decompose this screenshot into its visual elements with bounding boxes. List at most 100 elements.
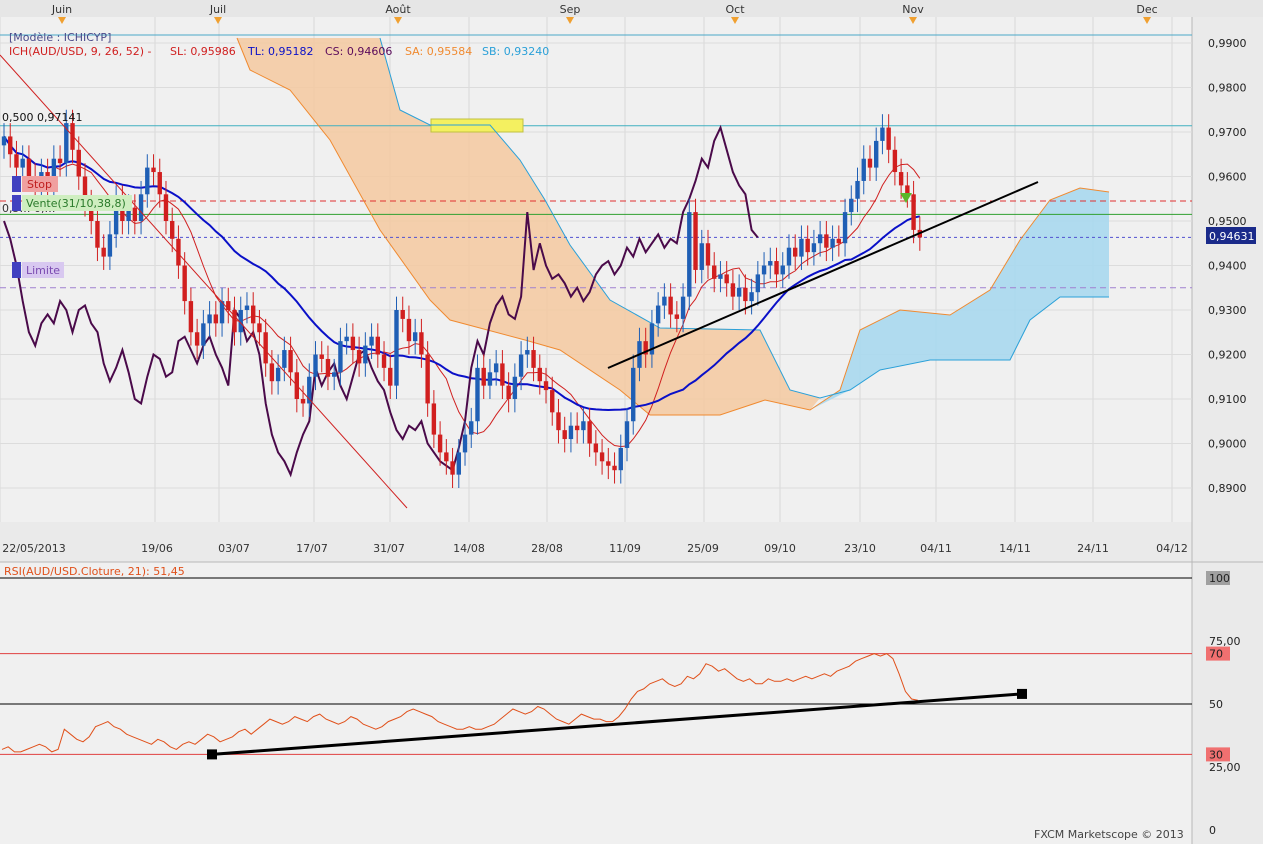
candle-body [325, 358, 331, 377]
candle-body [612, 465, 617, 471]
candle-body [730, 283, 736, 297]
cs-value: CS: 0,94606 [325, 45, 392, 58]
candle-body [855, 180, 860, 199]
candle-body [618, 447, 623, 471]
sl-value: SL: 0,95986 [170, 45, 236, 58]
candle-body [861, 158, 866, 181]
candle-body [512, 376, 518, 399]
candle-body [581, 421, 586, 431]
rsi-tick-box [1206, 747, 1230, 762]
candle-body [89, 203, 94, 221]
candle-body [624, 421, 630, 448]
candle-body [207, 314, 212, 324]
candle-body [269, 363, 275, 382]
date-tick-label: 25/09 [687, 542, 719, 555]
candle-body [705, 243, 711, 266]
downtrend-line [0, 54, 408, 509]
month-marker [214, 17, 222, 24]
candle-body [892, 149, 898, 173]
candle-body [182, 265, 187, 302]
candle-body [898, 172, 904, 186]
candle-body [176, 238, 181, 266]
date-tick-label: 14/11 [999, 542, 1031, 555]
indicator-name: ICH(AUD/USD, 9, 26, 52) - [9, 45, 152, 58]
price-tick-label: 0,8900 [1208, 482, 1247, 495]
stop-marker[interactable] [12, 176, 21, 192]
candle-body [699, 243, 704, 270]
tl-value: TL: 0,95182 [247, 45, 314, 58]
candle-body [749, 292, 754, 302]
date-tick-label: 22/05/2013 [2, 542, 65, 555]
candle-body [680, 296, 686, 319]
candle-body [444, 452, 449, 462]
candle-body [830, 238, 835, 248]
candle-body [406, 318, 412, 342]
candle-body [668, 296, 673, 315]
candle-body [113, 198, 119, 235]
candle-body [911, 194, 916, 230]
candle-body [381, 354, 387, 368]
candle-body [157, 172, 162, 195]
stop-tag[interactable] [22, 176, 58, 192]
month-marker [58, 17, 66, 24]
candle-body [649, 323, 655, 355]
month-marker [731, 17, 739, 24]
credit-label: FXCM Marketscope © 2013 [1034, 828, 1184, 841]
candle-body [307, 376, 312, 404]
candle-body [475, 367, 480, 422]
limit-marker[interactable] [12, 262, 21, 278]
rsi-tick-label: 50 [1209, 698, 1223, 711]
month-label: Dec [1136, 3, 1157, 16]
date-tick-label: 31/07 [373, 542, 405, 555]
price-tick-label: 0,9200 [1208, 349, 1247, 362]
price-tick-label: 0,9900 [1208, 37, 1247, 50]
candle-body [425, 354, 430, 404]
candle-body [793, 247, 798, 257]
candle-body [643, 341, 648, 355]
candle-body [14, 154, 19, 168]
candle-body [101, 247, 106, 257]
candle-body [849, 198, 854, 213]
candle-body [880, 127, 885, 141]
candle-body [201, 323, 206, 346]
candle-body [500, 363, 505, 386]
candle-body [493, 363, 499, 373]
candle-body [20, 158, 25, 168]
date-tick-label: 04/11 [920, 542, 952, 555]
candle-body [51, 158, 57, 186]
candle-body [244, 305, 250, 310]
candle-body [531, 350, 536, 368]
candle-body [82, 176, 88, 204]
sb-value: SB: 0,93240 [482, 45, 549, 58]
senkou-span-b-line [379, 37, 1109, 399]
candle-body [655, 305, 661, 324]
rsi-tick-label: 75,00 [1209, 635, 1241, 648]
candle-body [736, 287, 742, 297]
price-tick-label: 0,9600 [1208, 171, 1247, 184]
candle-body [107, 234, 113, 257]
candle-body [805, 238, 810, 253]
candle-body [282, 350, 287, 368]
date-axis-bg [0, 522, 1192, 562]
candle-body [238, 310, 243, 333]
limit-tag[interactable] [22, 262, 64, 278]
candle-body [724, 274, 729, 284]
candle-body [232, 310, 237, 333]
candle-body [674, 314, 680, 319]
sell-marker[interactable] [12, 195, 21, 211]
rsi-tick-label: 25,00 [1209, 761, 1241, 774]
rsi-tick-label: 30 [1209, 748, 1223, 761]
candle-body [462, 434, 468, 453]
candle-body [506, 385, 511, 399]
top-month-bar [0, 0, 1263, 17]
candle-body [213, 314, 219, 324]
rsi-panel-bg [0, 562, 1192, 844]
candle-body [132, 207, 138, 221]
sell-tag[interactable] [22, 195, 132, 211]
candle-body [8, 136, 13, 155]
month-label: Juin [51, 3, 72, 16]
candle-body [288, 350, 293, 373]
candle-body [26, 158, 32, 177]
stop-label: Stop [27, 178, 52, 191]
